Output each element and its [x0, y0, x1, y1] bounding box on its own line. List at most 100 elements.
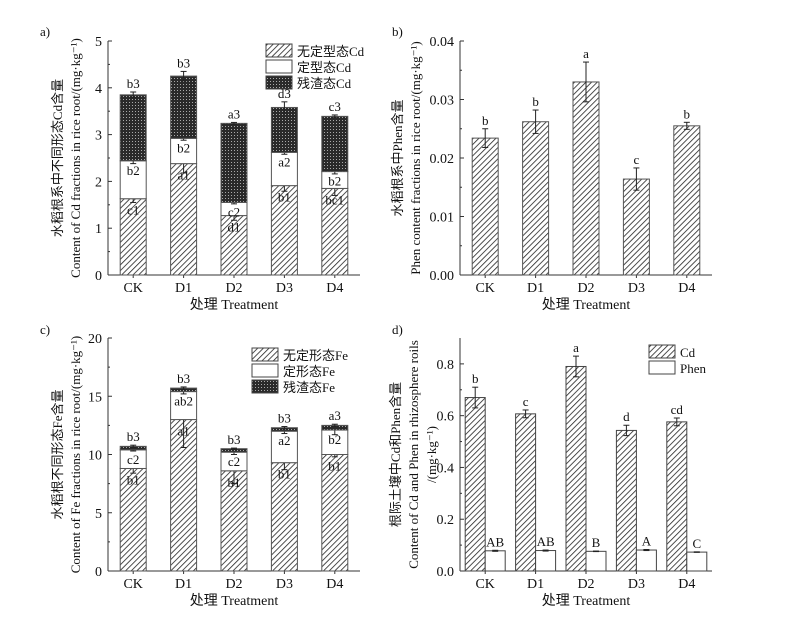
- x-tick-label: D4: [678, 281, 695, 296]
- legend-swatch: [265, 75, 293, 90]
- x-tick-label: D2: [577, 281, 594, 296]
- y-axis-title-cn: 根际土壤中Cd和Phen含量: [388, 382, 403, 527]
- x-tick-label: D2: [225, 577, 242, 592]
- panel-label: b): [392, 24, 403, 39]
- bar-segment: [270, 430, 298, 464]
- y-tick-label: 10: [88, 449, 102, 464]
- significance-label: ab2: [174, 394, 193, 409]
- x-tick-label: D3: [276, 281, 293, 296]
- x-tick-label: CK: [123, 281, 142, 296]
- bar-segment: [673, 125, 701, 276]
- bar: [484, 550, 506, 572]
- y-axis-title-cn: 水稻根系中Phen含量: [390, 99, 405, 216]
- bar-segment: [270, 185, 298, 276]
- significance-label: c2: [127, 452, 139, 467]
- bar: [515, 413, 537, 572]
- y-axis-title-en: Content of Cd fractions in rice root/(mg…: [68, 38, 83, 278]
- y-tick-label: 3: [95, 129, 102, 144]
- bar-segment: [572, 81, 600, 276]
- significance-label: a1: [177, 424, 189, 439]
- significance-label: a3: [228, 106, 240, 121]
- x-tick-label: CK: [475, 281, 494, 296]
- y-axis-title-cn: 水稻根系中不同形态Cd含量: [50, 79, 65, 237]
- significance-label: B: [592, 535, 601, 550]
- y-tick-label: 5: [95, 507, 102, 522]
- bar-segment: [220, 122, 248, 203]
- significance-label: d: [623, 409, 630, 424]
- significance-label: a3: [329, 408, 341, 423]
- significance-label: b1: [278, 467, 291, 482]
- significance-label: b: [482, 113, 489, 128]
- bar-segment: [170, 391, 198, 421]
- bar-segment: [270, 462, 298, 572]
- significance-label: b1: [278, 190, 291, 205]
- significance-label: b3: [278, 411, 291, 426]
- legend-label: 残渣态Fe: [283, 380, 335, 395]
- bar-segment: [119, 160, 147, 200]
- legend-label: Phen: [680, 361, 707, 376]
- y-axis-title-en: Content of Cd and Phen in rhizosphere ro…: [406, 340, 421, 569]
- significance-label: c: [523, 394, 529, 409]
- y-tick-label: 0.02: [430, 152, 455, 167]
- bar-segment: [170, 75, 198, 139]
- bar: [686, 551, 708, 572]
- x-tick-label: D4: [326, 577, 343, 592]
- significance-label: a2: [278, 154, 290, 169]
- bar: [635, 549, 657, 572]
- significance-label: c2: [228, 454, 240, 469]
- panel-label: c): [40, 322, 50, 337]
- significance-label: b1: [127, 472, 140, 487]
- significance-label: a1: [177, 168, 189, 183]
- y-tick-label: 0.6: [437, 410, 455, 425]
- x-axis-title: 处理 Treatment: [190, 297, 279, 313]
- x-axis-title: 处理 Treatment: [190, 593, 279, 609]
- y-tick-label: 0.8: [437, 358, 455, 373]
- y-tick-label: 20: [88, 332, 102, 347]
- legend-label: 定型态Cd: [297, 60, 352, 75]
- legend-swatch: [251, 379, 279, 394]
- significance-label: cd: [671, 402, 684, 417]
- significance-label: b1: [328, 459, 341, 474]
- bar-segment: [220, 215, 248, 276]
- x-tick-label: D4: [678, 577, 695, 592]
- x-tick-label: D1: [527, 577, 544, 592]
- significance-label: AB: [537, 534, 555, 549]
- bar: [615, 429, 637, 572]
- x-tick-label: D3: [276, 577, 293, 592]
- bar-segment: [220, 470, 248, 572]
- significance-label: b3: [177, 371, 190, 386]
- significance-label: b2: [127, 163, 140, 178]
- y-tick-label: 0.00: [430, 269, 455, 284]
- significance-label: d3: [278, 86, 291, 101]
- bar-segment: [471, 137, 499, 276]
- significance-label: bc1: [325, 192, 344, 207]
- x-tick-label: D3: [628, 281, 645, 296]
- y-tick-label: 5: [95, 35, 102, 50]
- significance-label: c1: [127, 203, 139, 218]
- bar-segment: [270, 151, 298, 187]
- significance-label: a: [573, 340, 579, 355]
- x-tick-label: D2: [577, 577, 594, 592]
- legend-label: Cd: [680, 345, 696, 360]
- bar-segment: [522, 121, 550, 276]
- bar-segment: [119, 94, 147, 162]
- x-tick-label: D1: [175, 577, 192, 592]
- legend-label: 无定形态Fe: [283, 348, 348, 363]
- y-tick-label: 0.0: [437, 565, 455, 580]
- chart-panel-a: a) 0 1 2 3 4 5 CK D1 D2 D3 D4 处理 Treatment 水稻根系中不同形态C…: [40, 24, 365, 313]
- y-tick-label: 15: [88, 390, 102, 405]
- significance-label: C: [692, 536, 701, 551]
- significance-label: a2: [278, 433, 290, 448]
- y-tick-label: 0.01: [430, 211, 455, 226]
- y-axis-title-cn: 水稻根不同形态Fe含量: [50, 389, 65, 519]
- bar: [535, 550, 557, 572]
- y-tick-label: 4: [95, 82, 102, 97]
- legend-label: 残渣态Cd: [297, 76, 352, 91]
- y-tick-label: 0: [95, 269, 102, 284]
- significance-label: AB: [486, 534, 504, 549]
- y-tick-label: 0.03: [430, 94, 455, 109]
- significance-label: b2: [177, 140, 190, 155]
- y-tick-label: 0.04: [430, 35, 455, 50]
- x-tick-label: D1: [175, 281, 192, 296]
